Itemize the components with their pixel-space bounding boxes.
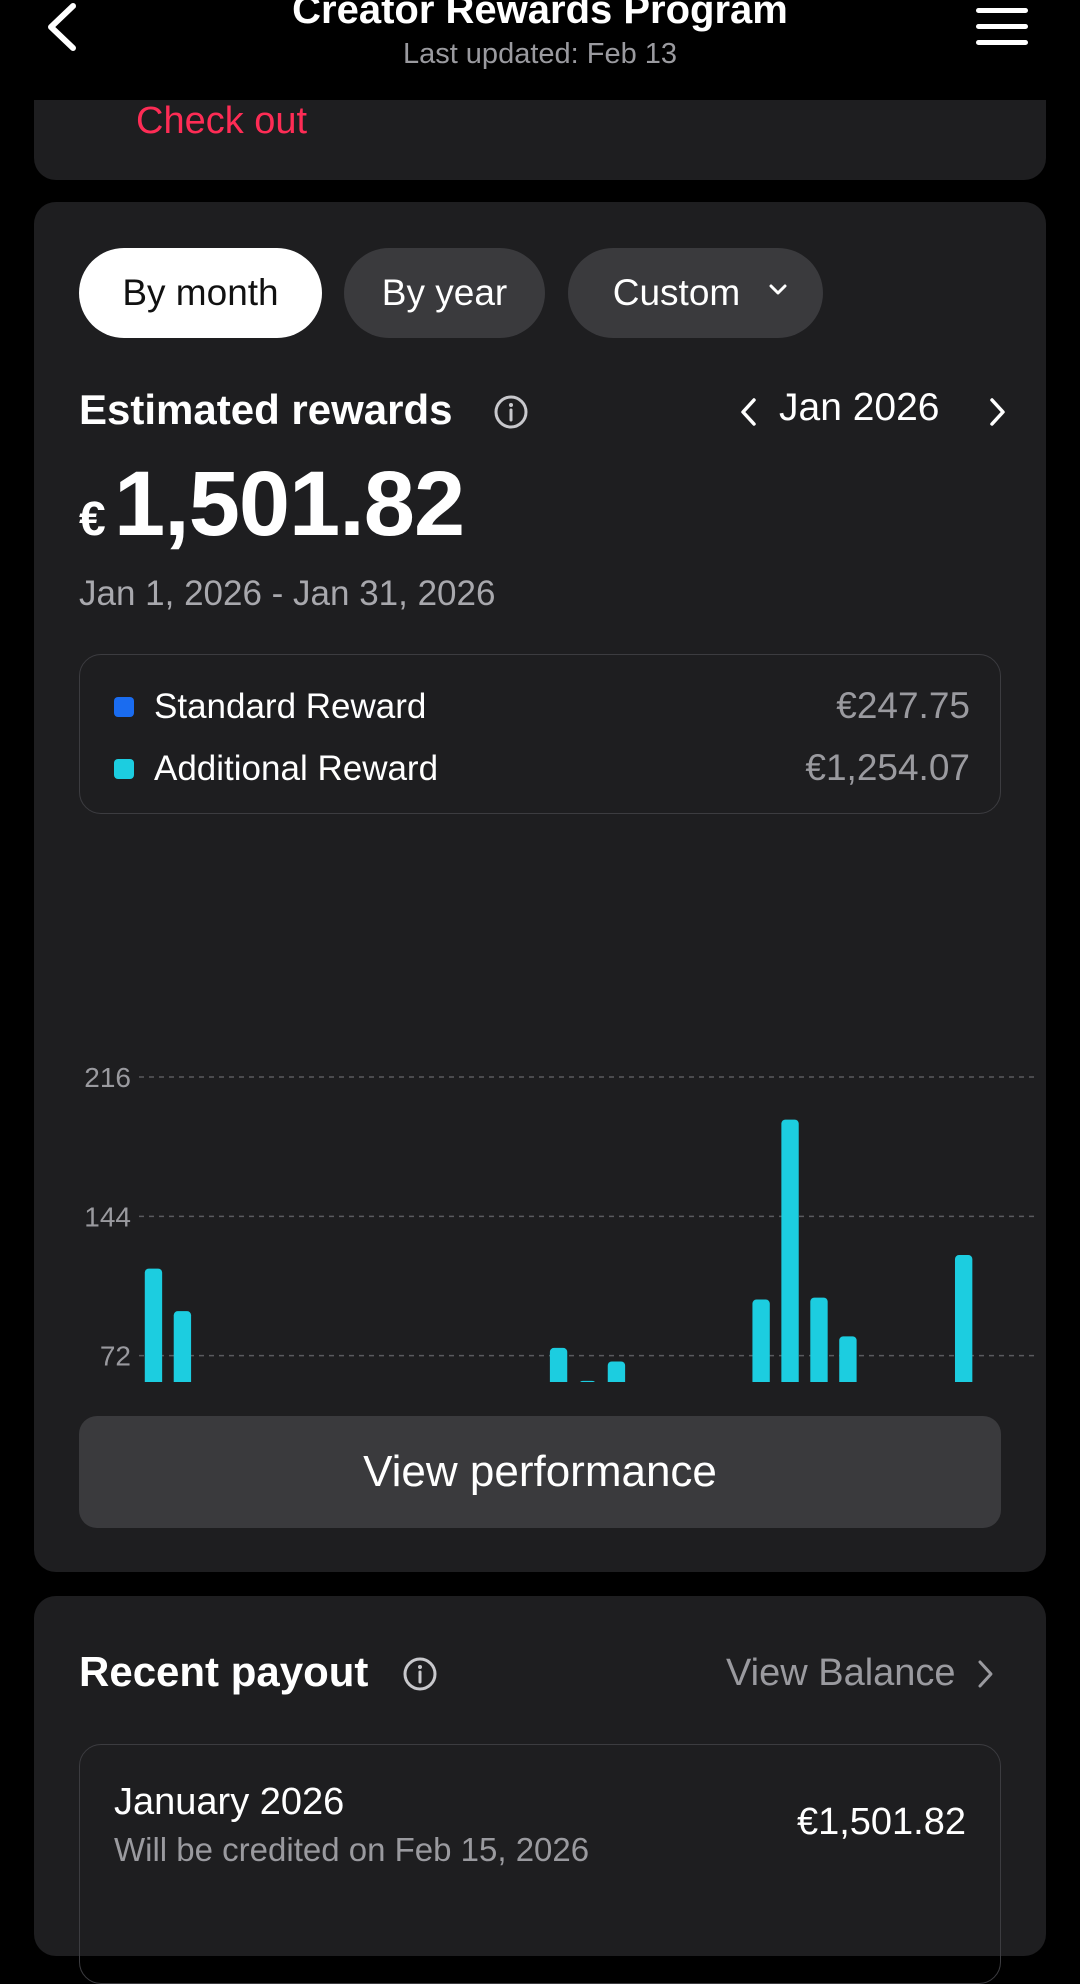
daily-rewards-chart: 0721442161471013161922252831 (84, 1062, 1036, 1382)
rewards-card: By month By year Custom Estimated reward… (34, 202, 1046, 1572)
legend-value: €247.75 (836, 685, 970, 726)
tab-custom-label: Custom (612, 272, 741, 313)
tab-custom[interactable]: Custom (568, 248, 823, 338)
bar-additional-reward (839, 1336, 857, 1382)
info-icon[interactable] (493, 394, 529, 430)
tab-by-month[interactable]: By month (79, 248, 322, 338)
payout-credit-note: Will be credited on Feb 15, 2026 (114, 1831, 590, 1868)
reward-breakdown: Standard Reward €247.75 Additional Rewar… (79, 654, 1001, 814)
chevron-left-icon (48, 3, 76, 51)
bar-additional-reward (781, 1119, 799, 1382)
legend-label: Standard Reward (154, 687, 427, 726)
next-month-button[interactable] (982, 394, 1012, 430)
last-updated-text: Last updated: Feb 13 (402, 38, 678, 70)
bar-additional-reward (579, 1380, 596, 1382)
y-tick-label: 216 (84, 1062, 131, 1093)
bar-additional-reward (607, 1361, 626, 1382)
top-bar: Creator Rewards Program Last updated: Fe… (0, 0, 1080, 100)
selected-month: Jan 2026 (779, 386, 940, 429)
standard-reward-swatch (114, 697, 134, 717)
page-title: Creator Rewards Program (292, 0, 788, 32)
bar-additional-reward (144, 1268, 163, 1382)
view-balance-link[interactable]: View Balance (726, 1652, 956, 1694)
chevron-down-icon (769, 284, 787, 295)
payout-item[interactable]: January 2026 Will be credited on Feb 15,… (79, 1744, 1001, 1984)
bar-additional-reward (549, 1347, 568, 1382)
bar-additional-reward (173, 1311, 192, 1382)
check-out-link[interactable]: Check out (136, 100, 308, 142)
total-rewards-amount: 1,501.82 (114, 453, 465, 555)
currency-symbol: € (79, 493, 106, 546)
estimated-rewards-title: Estimated rewards (79, 386, 453, 433)
legend-label: Additional Reward (154, 749, 439, 788)
payout-month: January 2026 (114, 1781, 345, 1823)
payout-amount: €1,501.82 (796, 1801, 966, 1843)
legend-value: €1,254.07 (805, 747, 970, 788)
date-range: Jan 1, 2026 - Jan 31, 2026 (79, 574, 496, 613)
additional-reward-swatch (114, 759, 134, 779)
recent-payout-card: Recent payout View Balance January 2026 … (34, 1596, 1046, 1984)
menu-button[interactable] (972, 4, 1030, 50)
tab-by-year[interactable]: By year (344, 248, 545, 338)
bar-additional-reward (954, 1255, 973, 1382)
chevron-right-icon[interactable] (974, 1658, 996, 1690)
back-button[interactable] (40, 0, 92, 58)
legend-row-additional: Additional Reward €1,254.07 (80, 745, 1002, 795)
legend-row-standard: Standard Reward €247.75 (80, 683, 1002, 733)
bar-additional-reward (810, 1297, 828, 1382)
info-icon[interactable] (402, 1656, 438, 1692)
y-tick-label: 144 (84, 1201, 131, 1232)
previous-month-button[interactable] (734, 394, 764, 430)
view-performance-button[interactable]: View performance (79, 1416, 1001, 1528)
recent-payout-title: Recent payout (79, 1648, 369, 1695)
bar-additional-reward (752, 1299, 770, 1382)
y-tick-label: 72 (100, 1341, 131, 1372)
